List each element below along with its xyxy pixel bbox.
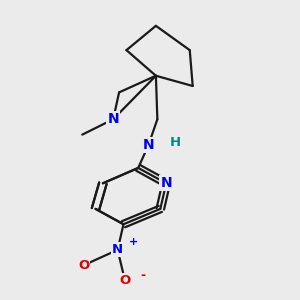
- Text: N: N: [112, 243, 123, 256]
- Text: N: N: [107, 112, 119, 126]
- Text: N: N: [143, 138, 154, 152]
- Text: O: O: [119, 274, 130, 287]
- Text: +: +: [129, 237, 138, 247]
- Text: H: H: [169, 136, 181, 149]
- Text: -: -: [140, 269, 145, 282]
- Text: N: N: [160, 176, 172, 190]
- Text: O: O: [78, 259, 89, 272]
